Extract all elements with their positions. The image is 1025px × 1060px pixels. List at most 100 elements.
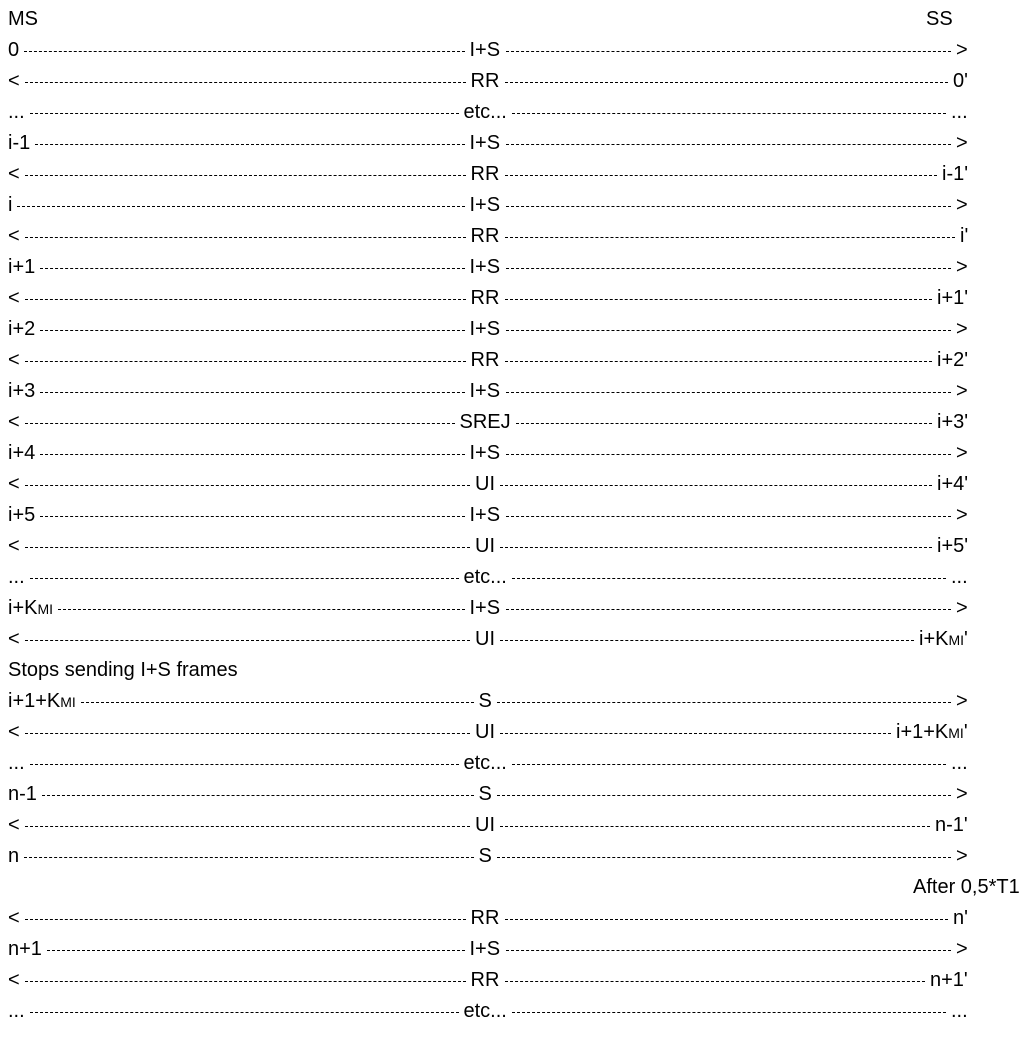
frame-type-label: S [478, 690, 492, 712]
dashed-line-left [25, 826, 470, 827]
receiver-label: i+4' [937, 473, 969, 495]
dashed-line-left [58, 609, 465, 610]
sender-label: < [8, 163, 20, 185]
dashed-line-right [515, 423, 932, 424]
dashed-line-right [504, 82, 948, 83]
dashed-line-right [504, 361, 932, 362]
receiver-label: i+1+KMI' [896, 721, 968, 743]
message-row: i+5 I+S > [0, 500, 1025, 531]
dashed-line-left [40, 392, 465, 393]
sender-label: i+1 [8, 256, 36, 278]
message-row: < UI i+4' [0, 469, 1025, 500]
message-row: < RR i-1' [0, 159, 1025, 190]
dashed-line-right [500, 485, 932, 486]
note-row: Stops sending I+S frames [0, 655, 1025, 686]
message-row: i-1 I+S > [0, 128, 1025, 159]
frame-type-label: I+S [469, 39, 501, 61]
message-row: ... etc...... [0, 748, 1025, 779]
frame-type-label: I+S [469, 194, 501, 216]
sender-label: < [8, 473, 20, 495]
receiver-label: > [956, 39, 968, 61]
dashed-line-left [25, 175, 466, 176]
receiver-label: i+5' [937, 535, 969, 557]
receiver-label: n' [953, 907, 968, 929]
message-row: ... etc...... [0, 996, 1025, 1027]
sender-label: i+KMI [8, 597, 54, 619]
ms-header: MS [8, 8, 38, 30]
dashed-line-left [24, 857, 474, 858]
receiver-label: n-1' [935, 814, 968, 836]
frame-type-label: I+S [469, 504, 501, 526]
frame-type-label: RR [470, 70, 500, 92]
dashed-line-right [505, 268, 951, 269]
dashed-line-left [17, 206, 465, 207]
sender-label: < [8, 814, 20, 836]
message-row: i+4 I+S > [0, 438, 1025, 469]
dashed-line-right [505, 206, 951, 207]
dashed-line-left [40, 330, 465, 331]
receiver-label: > [956, 380, 968, 402]
receiver-label: > [956, 938, 968, 960]
dashed-line-right [504, 981, 925, 982]
dashed-line-left [30, 1012, 459, 1013]
dashed-line-right [504, 299, 932, 300]
sender-label: < [8, 628, 20, 650]
sender-label: < [8, 287, 20, 309]
dashed-line-left [42, 795, 474, 796]
receiver-label: i' [960, 225, 969, 247]
message-row: 0 I+S > [0, 35, 1025, 66]
receiver-label: ... [951, 101, 968, 123]
receiver-label: i+3' [937, 411, 969, 433]
receiver-label: ... [951, 1000, 968, 1022]
sender-label: i+1+KMI [8, 690, 76, 712]
dashed-line-right [505, 950, 951, 951]
dashed-line-left [24, 51, 465, 52]
sender-label: < [8, 907, 20, 929]
sender-label: n+1 [8, 938, 42, 960]
dashed-line-right [496, 702, 951, 703]
dashed-line-right [511, 578, 946, 579]
message-row: n+1 I+S > [0, 934, 1025, 965]
frame-type-label: UI [475, 535, 495, 557]
sender-label: < [8, 225, 20, 247]
frame-type-label: S [478, 845, 492, 867]
dashed-line-right [500, 733, 891, 734]
dashed-line-left [25, 485, 470, 486]
dashed-line-left [40, 454, 465, 455]
frame-type-label: UI [475, 814, 495, 836]
receiver-label: > [956, 318, 968, 340]
dashed-line-right [505, 454, 951, 455]
ss-header: SS [926, 8, 953, 30]
sender-label: i [8, 194, 13, 216]
dashed-line-right [504, 237, 955, 238]
frame-type-label: RR [470, 969, 500, 991]
receiver-label: > [956, 256, 968, 278]
dashed-line-left [25, 237, 466, 238]
dashed-line-left [30, 764, 459, 765]
dashed-line-left [25, 299, 466, 300]
receiver-label: > [956, 442, 968, 464]
dashed-line-right [500, 640, 914, 641]
header-row: MS SS [0, 4, 1025, 35]
sender-label: < [8, 411, 20, 433]
sender-label: < [8, 349, 20, 371]
frame-type-label: RR [470, 349, 500, 371]
frame-type-label: RR [470, 163, 500, 185]
receiver-label: > [956, 132, 968, 154]
dashed-line-left [40, 268, 465, 269]
note-text: After 0,5*T1 [913, 876, 1020, 898]
frame-type-label: RR [470, 907, 500, 929]
dashed-line-left [47, 950, 465, 951]
dashed-line-left [25, 981, 466, 982]
receiver-label: i-1' [942, 163, 969, 185]
receiver-label: > [956, 690, 968, 712]
message-row: < UI i+5' [0, 531, 1025, 562]
receiver-label: i+2' [937, 349, 969, 371]
frame-type-label: I+S [469, 318, 501, 340]
frame-type-label: etc... [463, 566, 507, 588]
frame-type-label: RR [470, 225, 500, 247]
dashed-line-left [40, 516, 465, 517]
sender-label: < [8, 721, 20, 743]
frame-type-label: UI [475, 628, 495, 650]
message-row: i+1 I+S > [0, 252, 1025, 283]
